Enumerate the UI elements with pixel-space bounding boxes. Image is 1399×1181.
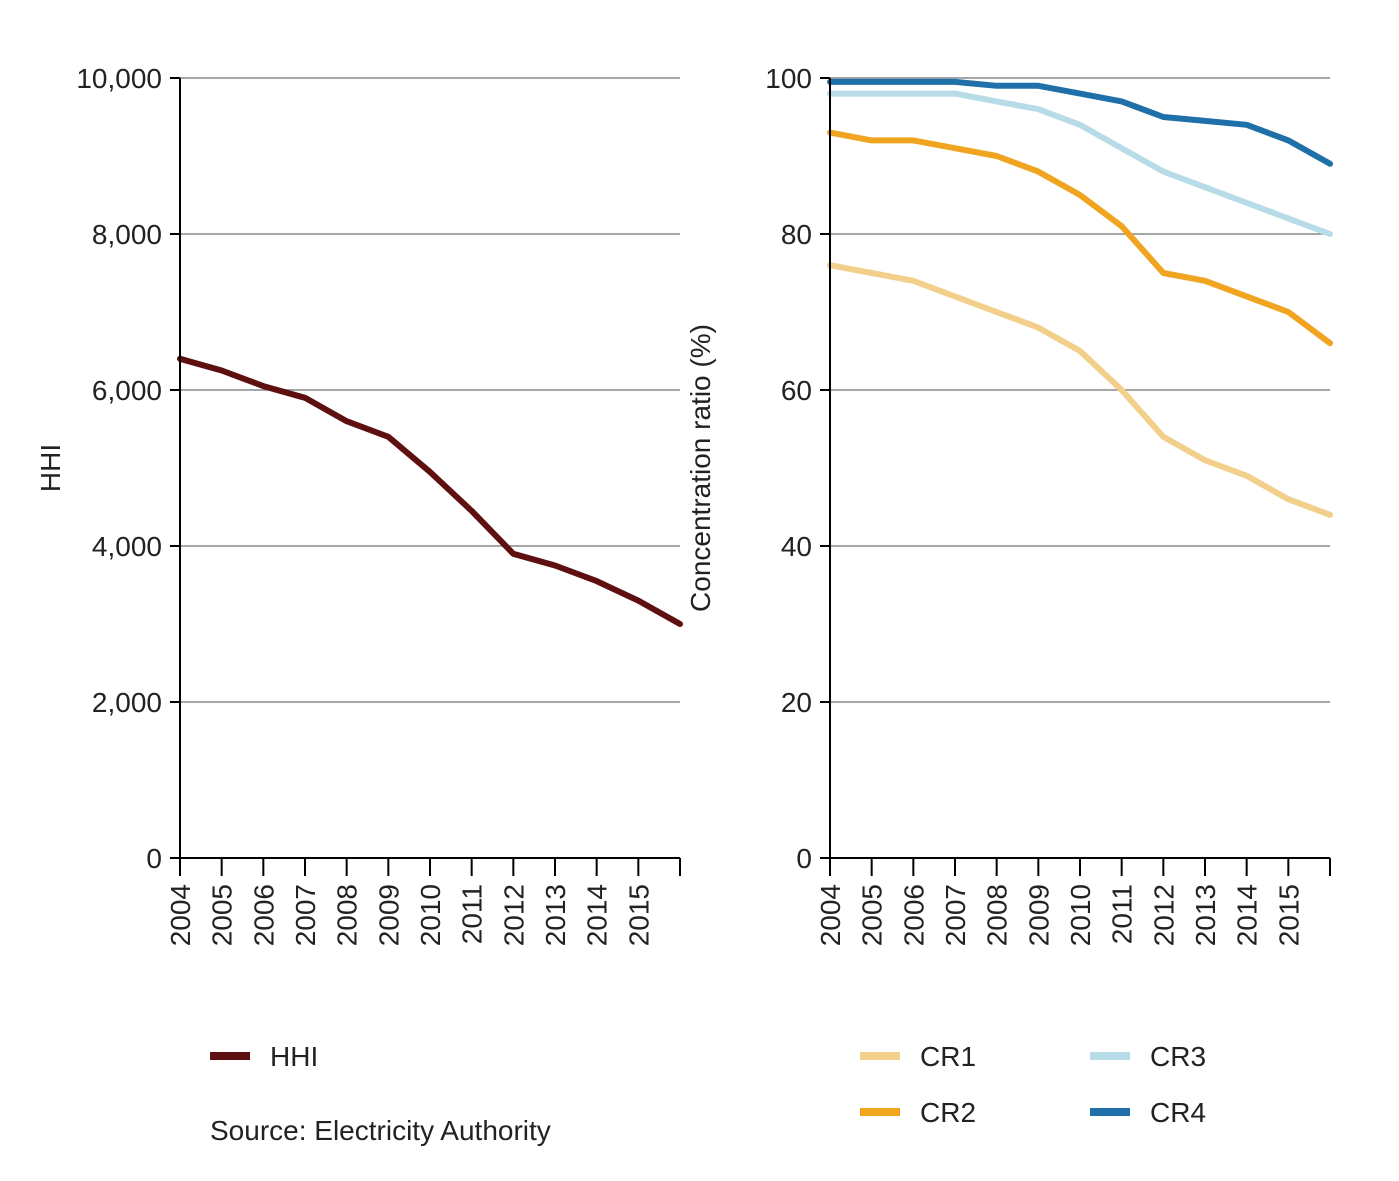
series-hhi — [180, 359, 680, 624]
legend-swatch — [1090, 1052, 1130, 1060]
xtick-label: 2010 — [415, 884, 446, 946]
xtick-label: 2012 — [1148, 884, 1179, 946]
xtick-label: 2008 — [332, 884, 363, 946]
xtick-label: 2004 — [815, 884, 846, 946]
xtick-label: 2015 — [623, 884, 654, 946]
ytick-label: 20 — [781, 687, 812, 718]
xtick-label: 2004 — [165, 884, 196, 946]
ytick-label: 80 — [781, 219, 812, 250]
xtick-label: 2008 — [982, 884, 1013, 946]
xtick-label: 2005 — [857, 884, 888, 946]
ytick-label: 60 — [781, 375, 812, 406]
legend-label: CR3 — [1150, 1041, 1206, 1072]
xtick-label: 2014 — [582, 884, 613, 946]
xtick-label: 2009 — [373, 884, 404, 946]
xtick-label: 2011 — [457, 884, 488, 944]
xtick-label: 2006 — [898, 884, 929, 946]
xtick-label: 2013 — [1190, 884, 1221, 946]
xtick-label: 2009 — [1023, 884, 1054, 946]
legend-swatch — [860, 1052, 900, 1060]
xtick-label: 2011 — [1107, 884, 1138, 944]
ytick-label: 0 — [146, 843, 162, 874]
source-text: Source: Electricity Authority — [210, 1115, 551, 1146]
ytick-label: 4,000 — [92, 531, 162, 562]
legend-label: CR2 — [920, 1097, 976, 1128]
xtick-label: 2015 — [1273, 884, 1304, 946]
ytick-label: 10,000 — [76, 63, 162, 94]
xtick-label: 2013 — [540, 884, 571, 946]
ytick-label: 0 — [796, 843, 812, 874]
y-axis-label: HHI — [35, 444, 66, 492]
series-cr3 — [830, 94, 1330, 234]
chart-canvas: 0 2,000 4,000 6,000 8,000 10,000 2004 2005 2006 2… — [0, 0, 1399, 1181]
xtick-label: 2005 — [207, 884, 238, 946]
xtick-label: 2006 — [248, 884, 279, 946]
legend-label: CR1 — [920, 1041, 976, 1072]
legend-swatch — [1090, 1108, 1130, 1116]
xtick-label: 2007 — [940, 884, 971, 946]
legend-swatch — [210, 1052, 250, 1060]
legend-label: CR4 — [1150, 1097, 1206, 1128]
xtick-label: 2014 — [1232, 884, 1263, 946]
legend-swatch — [860, 1108, 900, 1116]
xtick-label: 2010 — [1065, 884, 1096, 946]
ytick-label: 100 — [765, 63, 812, 94]
legend-label: HHI — [270, 1041, 318, 1072]
ytick-label: 40 — [781, 531, 812, 562]
ytick-label: 2,000 — [92, 687, 162, 718]
ytick-label: 6,000 — [92, 375, 162, 406]
y-axis-label: Concentration ratio (%) — [685, 324, 716, 612]
xtick-label: 2007 — [290, 884, 321, 946]
series-cr2 — [830, 133, 1330, 344]
ytick-label: 8,000 — [92, 219, 162, 250]
xtick-label: 2012 — [498, 884, 529, 946]
svg-root: 0 2,000 4,000 6,000 8,000 10,000 2004 2005 2006 2… — [0, 0, 1399, 1181]
